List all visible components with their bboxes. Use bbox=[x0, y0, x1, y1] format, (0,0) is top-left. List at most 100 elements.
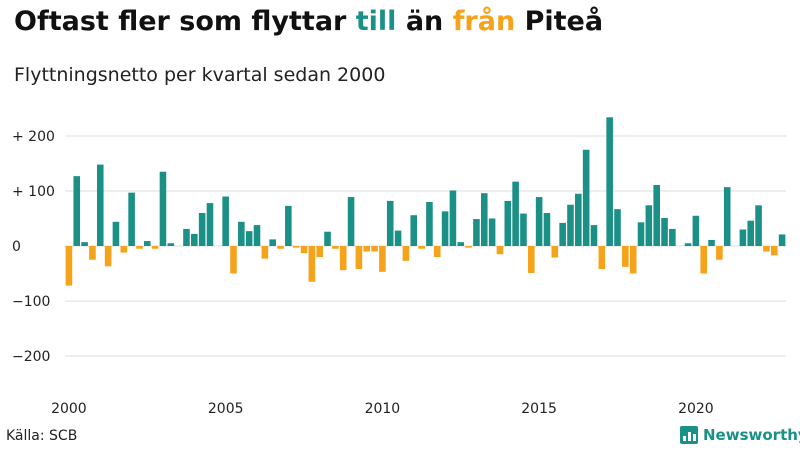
bar-2008-Q3 bbox=[332, 246, 339, 249]
y-tick-label: + 100 bbox=[12, 184, 55, 200]
bar-2002-Q3 bbox=[144, 241, 151, 246]
bar-2005-Q1 bbox=[222, 196, 229, 246]
title-part-3: än bbox=[396, 6, 453, 37]
bar-2005-Q4 bbox=[245, 231, 253, 246]
bar-2007-Q3 bbox=[300, 246, 308, 254]
bar-2018-Q2 bbox=[637, 222, 645, 246]
bar-2015-Q2 bbox=[543, 213, 551, 246]
bar-2007-Q1 bbox=[285, 205, 292, 246]
bar-2011-Q3 bbox=[426, 202, 433, 246]
bar-2003-Q1 bbox=[159, 171, 167, 246]
bar-2000-Q2 bbox=[73, 176, 81, 246]
bar-2015-Q4 bbox=[559, 222, 566, 246]
bar-2006-Q3 bbox=[269, 239, 276, 246]
bar-2004-Q2 bbox=[198, 213, 206, 246]
bar-2022-Q2 bbox=[763, 246, 770, 252]
bar-2003-Q2 bbox=[167, 243, 175, 246]
bar-2008-Q1 bbox=[316, 246, 323, 257]
bar-2022-Q4 bbox=[778, 234, 786, 246]
bar-2009-Q3 bbox=[363, 246, 371, 252]
bar-2001-Q2 bbox=[104, 246, 112, 267]
bar-2002-Q4 bbox=[151, 246, 159, 249]
bar-2020-Q1 bbox=[692, 215, 700, 246]
bar-2010-Q3 bbox=[394, 230, 402, 246]
x-tick-label: 2000 bbox=[51, 401, 87, 417]
bar-2004-Q1 bbox=[191, 233, 198, 246]
x-tick-label: 2005 bbox=[208, 401, 244, 417]
bar-2015-Q1 bbox=[535, 197, 543, 246]
bar-2009-Q1 bbox=[347, 197, 355, 246]
bar-2020-Q2 bbox=[700, 246, 707, 274]
bar-2011-Q2 bbox=[418, 246, 425, 249]
bar-2016-Q3 bbox=[582, 149, 590, 246]
bar-2013-Q1 bbox=[473, 219, 480, 246]
bar-2010-Q1 bbox=[379, 246, 386, 272]
bar-2008-Q2 bbox=[324, 231, 331, 246]
bar-2019-Q2 bbox=[669, 228, 676, 246]
bar-2011-Q1 bbox=[410, 215, 418, 246]
brand-logo: Newsworthy bbox=[680, 426, 800, 444]
bar-2017-Q2 bbox=[606, 117, 613, 246]
bar-2021-Q4 bbox=[747, 220, 755, 246]
bar-2005-Q3 bbox=[238, 221, 245, 246]
source-note: Källa: SCB bbox=[6, 428, 78, 444]
bar-2012-Q2 bbox=[449, 190, 457, 246]
bar-2000-Q1 bbox=[65, 246, 73, 286]
title-part-till: till bbox=[355, 6, 397, 37]
x-tick-label: 2010 bbox=[365, 401, 401, 417]
bar-2014-Q1 bbox=[504, 200, 512, 246]
bar-2010-Q2 bbox=[386, 200, 394, 246]
bar-2012-Q1 bbox=[441, 211, 449, 246]
chart-title: Oftast fler som flyttar till än från Pit… bbox=[14, 6, 603, 37]
x-tick-label: 2020 bbox=[678, 401, 714, 417]
title-part-1: Oftast fler som flyttar bbox=[14, 6, 356, 37]
bar-2017-Q1 bbox=[598, 246, 606, 270]
x-tick-label: 2015 bbox=[521, 401, 557, 417]
bar-2021-Q3 bbox=[739, 229, 747, 246]
bar-2003-Q4 bbox=[183, 228, 190, 246]
bar-2014-Q4 bbox=[528, 246, 535, 273]
bar-2020-Q4 bbox=[716, 246, 723, 260]
bar-2022-Q3 bbox=[770, 246, 778, 256]
bar-2014-Q2 bbox=[512, 181, 519, 246]
bar-2006-Q4 bbox=[277, 246, 284, 249]
bar-2017-Q4 bbox=[622, 246, 629, 267]
bar-2000-Q3 bbox=[81, 242, 88, 246]
bar-2020-Q3 bbox=[708, 239, 715, 246]
bar-2015-Q3 bbox=[551, 246, 559, 258]
y-tick-label: 0 bbox=[12, 239, 21, 255]
bar-2012-Q3 bbox=[457, 242, 465, 246]
bar-2016-Q2 bbox=[575, 193, 582, 246]
bar-2013-Q3 bbox=[488, 218, 496, 246]
bar-2002-Q1 bbox=[128, 192, 135, 246]
bar-2009-Q2 bbox=[355, 246, 363, 270]
bar-2017-Q3 bbox=[614, 209, 621, 246]
bar-2021-Q1 bbox=[723, 187, 731, 246]
bar-2018-Q4 bbox=[653, 184, 660, 246]
bar-2012-Q4 bbox=[465, 246, 472, 248]
brand-name: Newsworthy bbox=[703, 426, 800, 444]
title-part-fran: från bbox=[452, 6, 516, 37]
y-tick-label: + 200 bbox=[12, 129, 55, 145]
bar-2008-Q4 bbox=[339, 246, 347, 271]
bar-2005-Q2 bbox=[230, 246, 237, 274]
newsworthy-icon bbox=[680, 426, 698, 444]
y-tick-label: −200 bbox=[12, 349, 50, 365]
y-tick-label: −100 bbox=[12, 294, 50, 310]
title-part-5: Piteå bbox=[515, 6, 604, 37]
bar-2004-Q3 bbox=[206, 203, 214, 246]
bar-2009-Q4 bbox=[371, 246, 378, 252]
bar-2006-Q1 bbox=[253, 225, 261, 246]
bar-2013-Q4 bbox=[496, 246, 504, 255]
bar-2016-Q4 bbox=[590, 225, 598, 246]
bar-2013-Q2 bbox=[480, 193, 488, 246]
bar-2001-Q4 bbox=[120, 246, 128, 253]
bar-2007-Q4 bbox=[308, 246, 316, 282]
bar-2014-Q3 bbox=[520, 213, 527, 246]
chart-subtitle: Flyttningsnetto per kvartal sedan 2000 bbox=[14, 64, 386, 86]
bar-2002-Q2 bbox=[136, 246, 143, 249]
bar-2006-Q2 bbox=[261, 246, 269, 259]
bar-2018-Q3 bbox=[645, 205, 653, 246]
bar-2000-Q4 bbox=[89, 246, 96, 260]
bar-2022-Q1 bbox=[755, 205, 762, 246]
